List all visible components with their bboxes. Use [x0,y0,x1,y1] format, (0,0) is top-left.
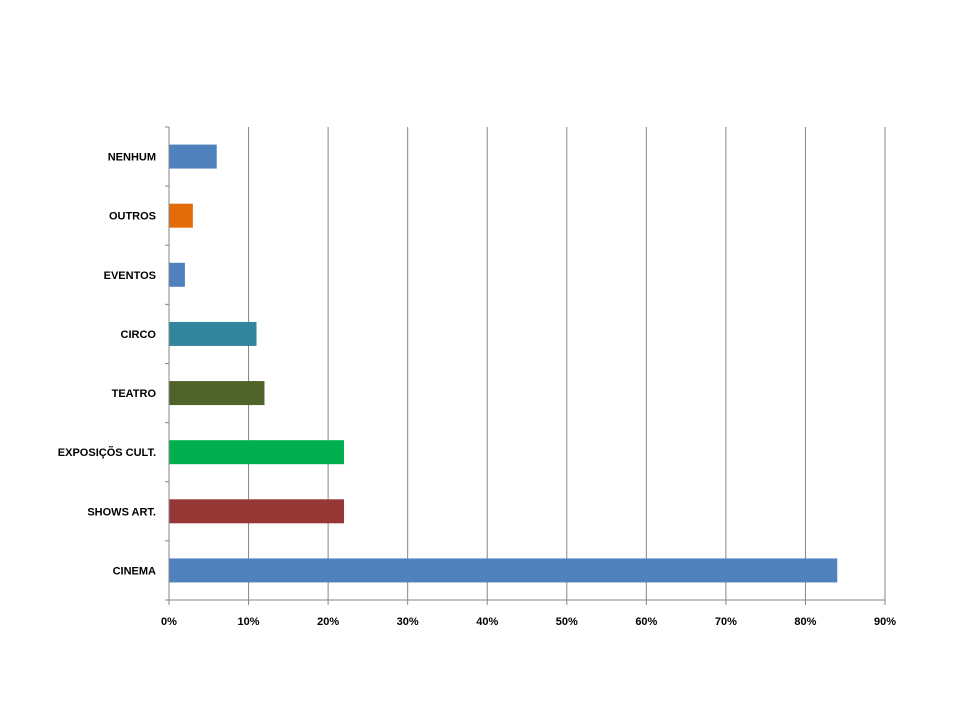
bar-circo [169,321,257,346]
bar-cinema [169,558,838,583]
bar-exposi-s-cult [169,440,345,465]
x-tick-label: 90% [874,616,896,628]
x-tick-label: 50% [556,616,578,628]
category-labels: CINEMA SHOWS ART. EXPOSIÇÕS CULT. TEATRO CIR… [58,152,157,578]
bar-shows-art [169,499,345,524]
x-tick-label: 10% [238,616,260,628]
bar-eventos [169,262,185,287]
x-tick-label: 60% [635,616,657,628]
category-label: NENHUM [108,152,156,164]
x-tick-label: 0% [161,616,177,628]
bar-nenhum [169,144,217,169]
x-tick-label: 80% [794,616,816,628]
category-label: CINEMA [113,565,156,577]
category-label: EVENTOS [104,270,156,282]
bars [169,144,838,583]
category-label: CIRCO [121,329,157,341]
x-tick-label: 40% [476,616,498,628]
axes [165,126,886,605]
bar-outros [169,203,193,228]
category-label: TEATRO [112,388,157,400]
x-tick-label: 70% [715,616,737,628]
category-label: OUTROS [109,211,156,223]
category-label: EXPOSIÇÕS CULT. [58,446,156,459]
gridlines [248,127,886,600]
x-tick-label: 20% [317,616,339,628]
x-tick-label: 30% [397,616,419,628]
category-label: SHOWS ART. [87,506,156,518]
x-tick-labels: 0% 10% 20% 30% 40% 50% 60% 70% 80% 90% [161,616,896,628]
bar-teatro [169,381,265,406]
